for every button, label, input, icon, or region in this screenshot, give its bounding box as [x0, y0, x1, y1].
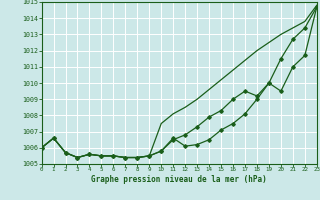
X-axis label: Graphe pression niveau de la mer (hPa): Graphe pression niveau de la mer (hPa) [91, 175, 267, 184]
